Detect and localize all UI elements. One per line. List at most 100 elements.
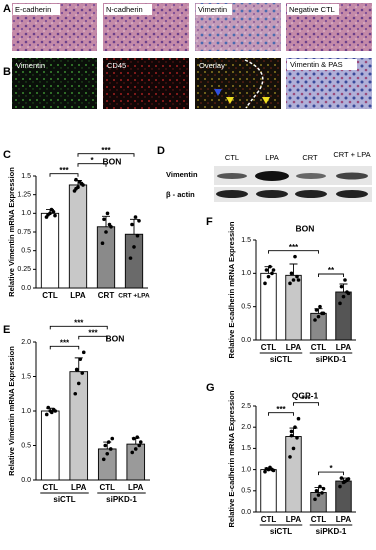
band [336,190,368,198]
data-point [293,425,297,430]
x-tick-label: CTL [42,483,58,492]
y-tick-label: 1.5 [241,237,251,244]
micrograph [12,58,97,109]
band [217,173,247,179]
data-point [103,443,108,448]
data-point [271,268,276,272]
significance-label: *** [276,405,286,414]
significance-label: *** [74,318,84,327]
panel-letter: G [206,382,215,394]
x-tick-label: CTL [99,483,115,492]
data-point [137,443,142,448]
blot-column: CTL [225,153,239,162]
data-point [339,476,344,480]
data-point [102,217,106,222]
data-point [271,468,276,473]
band [336,172,368,180]
bar [124,233,144,289]
significance-label: *** [59,166,69,175]
outline [244,59,264,109]
y-tick-label: 1.25 [17,192,31,199]
data-point [74,367,79,372]
data-point [44,412,49,417]
y-tick-label: 0.5 [241,304,251,311]
significance-label: ** [328,266,335,275]
data-point [46,405,51,410]
y-tick-label: 1.0 [241,466,251,473]
group-label: siCTL [270,355,292,364]
blot-strip [214,166,372,185]
data-point [130,222,134,227]
data-point [131,436,136,441]
y-tick-label: 2.0 [21,339,31,346]
y-tick-label: 1.5 [21,373,31,380]
x-tick-label: LPA [286,515,302,524]
y-tick-label: 0.5 [241,488,251,495]
data-point [268,264,272,269]
band [256,190,288,198]
panel-letter: B [3,66,11,78]
y-axis-label: Relative E-cadherin mRNA Expression [227,390,236,527]
bar [96,226,116,289]
band [295,190,327,198]
x-tick-label: LPA [336,343,352,352]
blot-column: CRT [302,153,318,162]
group-label: siPKD-1 [316,527,347,536]
data-point [74,177,78,182]
y-tick-label: 2.0 [241,424,251,431]
image-label: Vimentin & PAS [290,60,343,69]
data-point [296,416,301,421]
bar [69,371,89,481]
label-box [287,59,357,70]
data-point [53,409,58,413]
x-tick-label: CTL [311,343,327,352]
data-point [314,308,319,312]
panel-letter: A [3,3,11,15]
significance-label: *** [289,243,299,252]
label-box [287,4,339,15]
band [296,173,326,179]
data-point [108,447,113,451]
data-point [132,245,136,249]
y-tick-label: 1.0 [21,408,31,415]
data-point [295,436,299,440]
group-label: siPKD-1 [106,495,137,504]
y-tick-label: 0.0 [21,285,31,292]
image-label: Vimentin [16,61,45,70]
significance-label: *** [301,395,311,404]
x-tick-label: CTL [261,515,277,524]
bar [40,410,60,481]
y-tick-label: 0.0 [241,509,251,516]
y-axis-label: Relative E-cadherin mRNA Expression [227,221,236,358]
data-point [105,211,110,216]
data-point [339,284,344,289]
data-point [263,281,267,286]
y-axis-label: Relative Vimentin mRNA Expression [7,167,16,297]
panel-a: E-cadherin N-cadherin Vimentin Negative … [12,3,372,51]
data-point [100,241,105,245]
data-point [109,224,113,229]
data-point [78,357,83,362]
data-point [316,493,321,497]
data-point [133,215,138,219]
image-label: N-cadherin [106,5,143,14]
significance-label: *** [88,328,98,337]
significance-bracket [78,335,108,340]
data-point [128,256,133,260]
data-point [288,281,292,286]
significance-bracket [49,325,108,330]
bar [335,291,352,341]
bar [285,274,302,341]
arrowhead [226,97,234,104]
data-point [291,278,296,282]
data-point [135,435,140,440]
significance-bracket [77,163,107,167]
data-point [321,486,326,491]
y-tick-label: 1.5 [241,445,251,452]
image-label: E-cadherin [15,5,51,14]
panel-letter: D [157,145,165,157]
data-point [289,429,294,434]
x-tick-label: CRT [98,291,115,300]
data-point [264,268,269,272]
data-point [338,484,342,489]
